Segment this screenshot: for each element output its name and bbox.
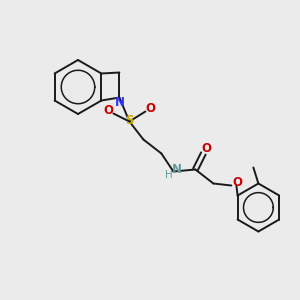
Text: N: N [171, 163, 182, 176]
Text: H: H [164, 170, 172, 181]
Text: O: O [201, 142, 212, 155]
Text: O: O [232, 176, 242, 189]
Text: S: S [125, 114, 134, 127]
Text: O: O [103, 104, 113, 117]
Text: N: N [114, 96, 124, 109]
Text: O: O [146, 102, 155, 115]
